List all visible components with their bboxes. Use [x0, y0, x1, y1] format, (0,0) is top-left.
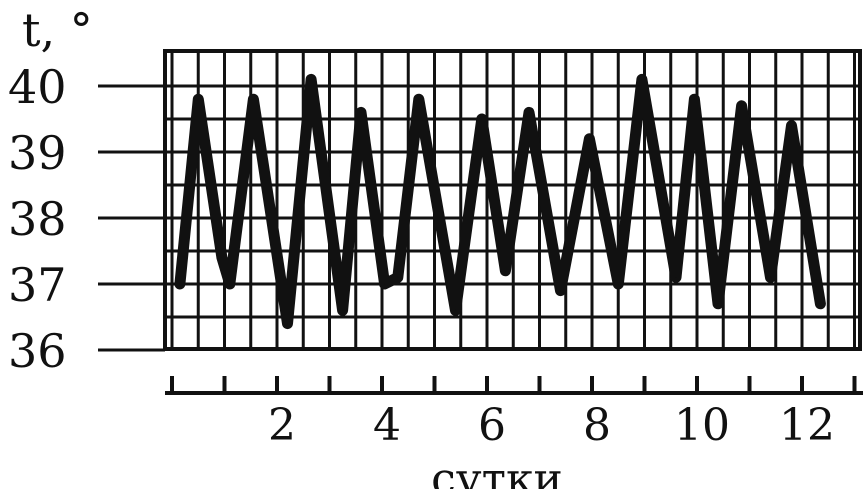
y-tick-label: 39: [8, 126, 67, 180]
data-point: [397, 276, 399, 278]
chart-series: [174, 73, 826, 330]
data-point: [229, 283, 231, 285]
data-point: [641, 78, 643, 80]
y-tick-label: 38: [8, 192, 67, 246]
data-point: [617, 283, 619, 285]
x-tick-label: 2: [268, 400, 296, 451]
data-point: [560, 290, 561, 292]
x-tick-label: 12: [779, 400, 835, 451]
data-point: [455, 309, 456, 311]
x-tick-label: 6: [478, 400, 506, 451]
y-axis-label: t, °: [22, 3, 93, 57]
data-point: [179, 283, 181, 285]
data-point: [675, 276, 677, 278]
data-point: [504, 270, 506, 272]
data-point: [693, 98, 695, 100]
data-point: [252, 98, 254, 100]
data-point: [310, 78, 312, 80]
x-axis-label: сутки: [431, 454, 563, 489]
y-tick-label: 36: [8, 324, 67, 378]
data-point: [418, 98, 420, 100]
data-point: [287, 323, 288, 325]
data-point: [588, 138, 590, 140]
x-tick-label: 4: [373, 400, 401, 451]
y-tick-label: 40: [8, 60, 67, 114]
data-point: [221, 257, 223, 259]
y-tick-label: 37: [8, 258, 67, 312]
chart-axes: 36 37 38 39 40 2 4 6 8 10 12: [8, 60, 863, 451]
data-point: [360, 111, 362, 113]
data-point: [819, 303, 821, 305]
data-point: [342, 309, 344, 311]
data-point: [384, 283, 386, 285]
data-point: [481, 118, 483, 120]
x-tick-label: 8: [583, 400, 611, 451]
data-point: [791, 125, 792, 127]
data-point: [770, 276, 771, 278]
data-point: [197, 98, 199, 100]
x-tick-label: 10: [674, 400, 730, 451]
data-point: [741, 105, 743, 107]
data-point: [717, 303, 719, 305]
data-point: [528, 111, 530, 113]
chart-labels: t, ° сутки: [22, 3, 563, 489]
